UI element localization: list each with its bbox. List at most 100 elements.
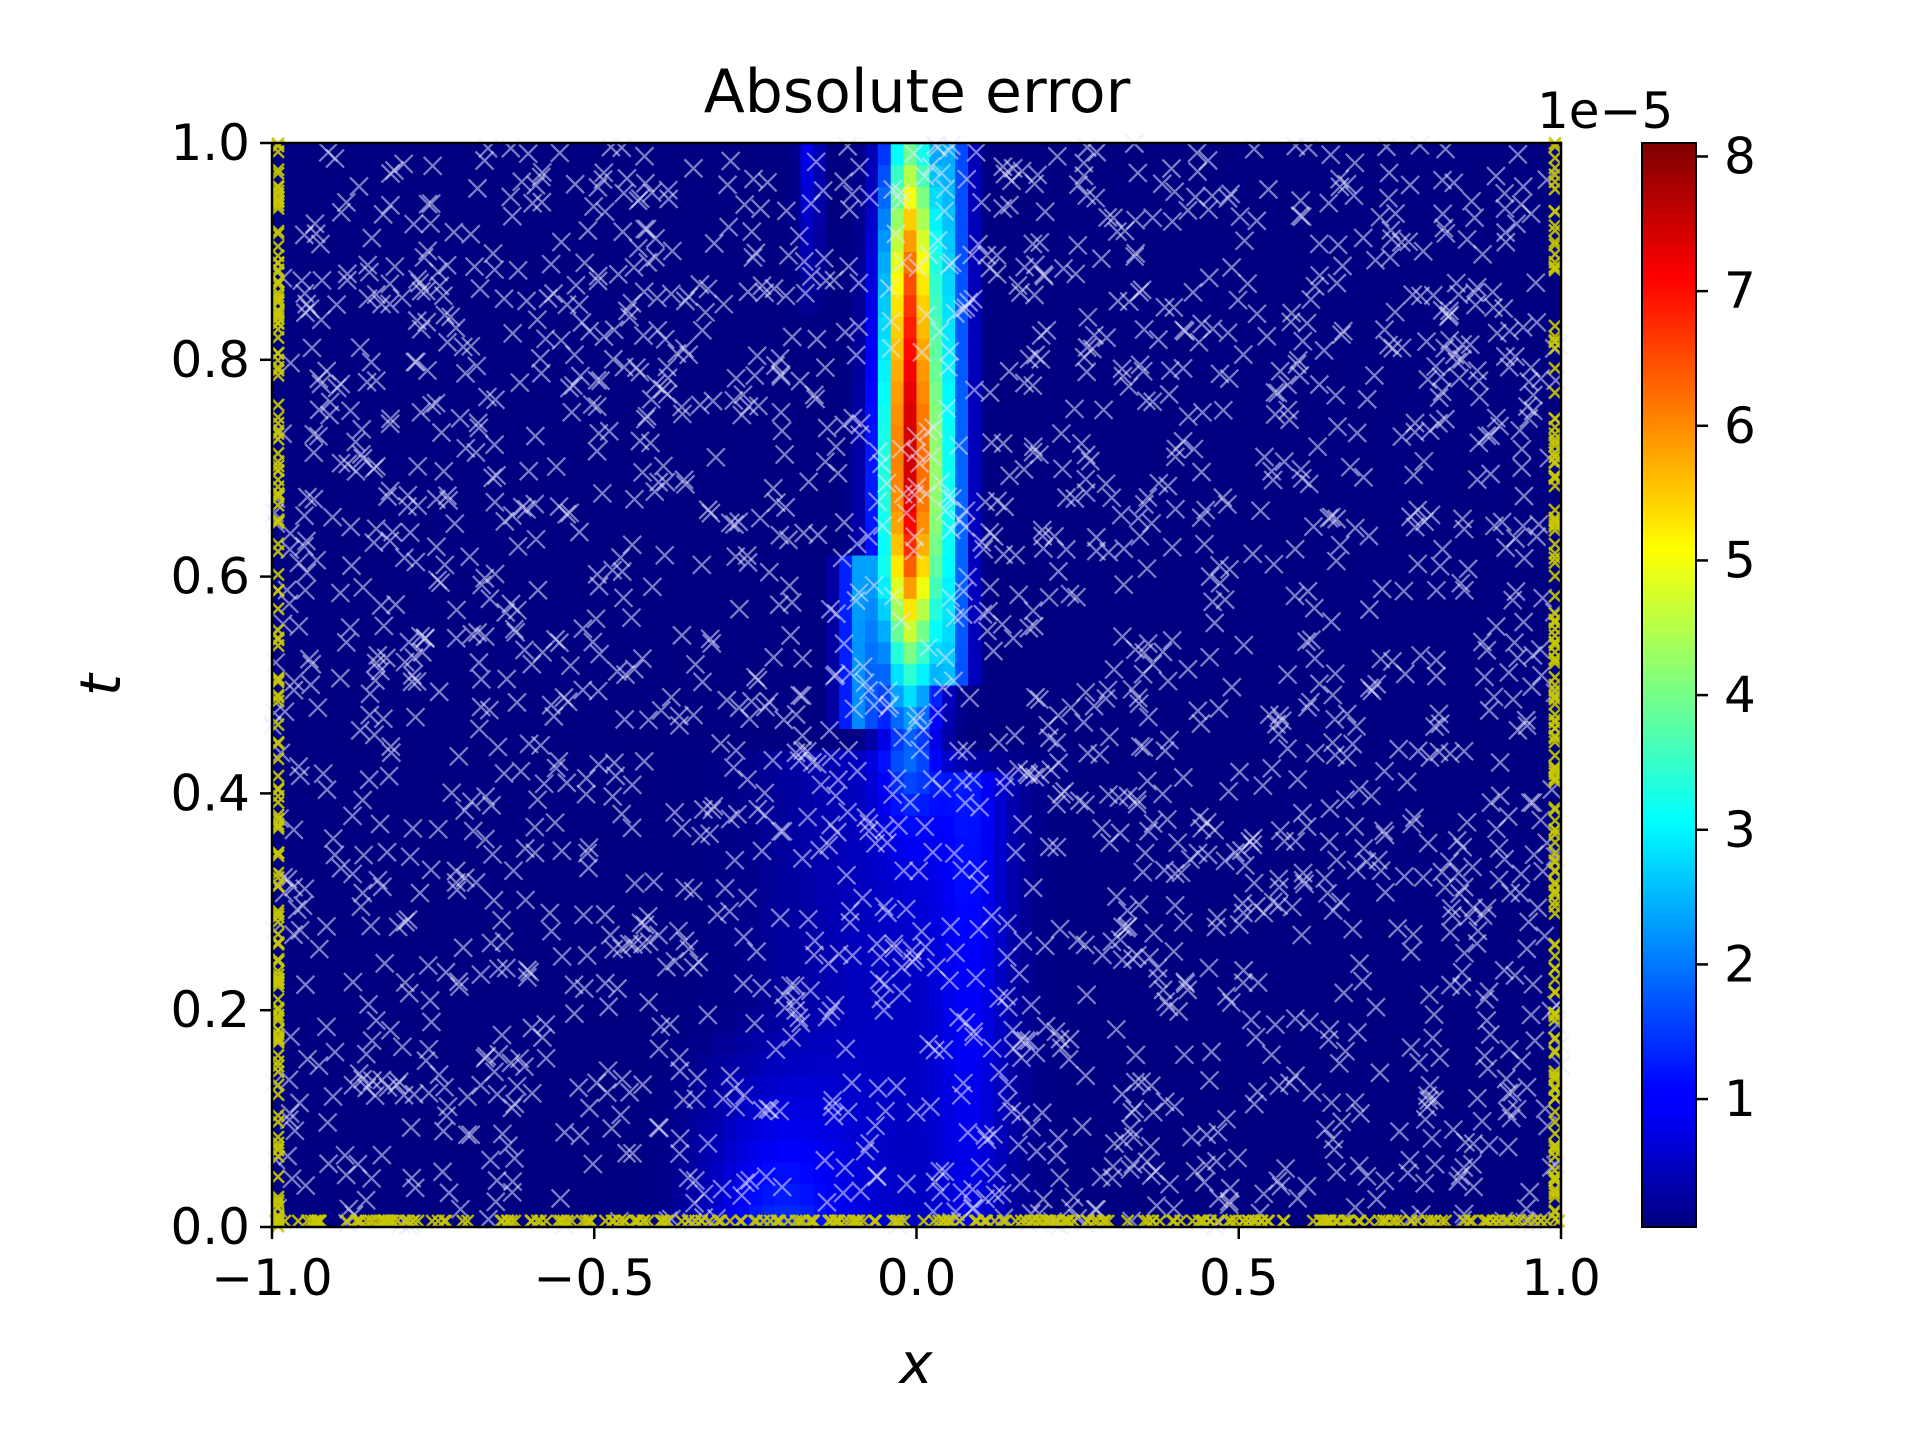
heatmap-cell [336, 403, 350, 426]
heatmap-cell [710, 966, 724, 990]
heatmap-cell [658, 164, 673, 187]
heatmap-cell [1432, 966, 1446, 990]
heatmap-cell [645, 641, 660, 664]
heatmap-cell [1135, 1031, 1150, 1055]
heatmap-cell [323, 1031, 338, 1055]
heatmap-cell [439, 1031, 454, 1055]
heatmap-cell [684, 1053, 698, 1076]
heatmap-cell [1071, 1140, 1085, 1163]
heatmap-cell [929, 901, 943, 925]
heatmap-cell [903, 273, 918, 296]
heatmap-cell [1303, 1140, 1317, 1163]
heatmap-cell [1238, 858, 1253, 881]
heatmap-cell [1212, 208, 1227, 231]
heatmap-cell [465, 923, 479, 946]
heatmap-cell [1200, 1140, 1214, 1163]
heatmap-cell [1316, 966, 1330, 990]
heatmap-cell [839, 641, 853, 664]
heatmap-cell [1071, 836, 1085, 860]
heatmap-cell [1535, 880, 1549, 903]
heatmap-cell [774, 771, 789, 794]
heatmap-cell [1470, 143, 1485, 166]
heatmap-cell [452, 685, 466, 708]
heatmap-cell [542, 554, 557, 578]
heatmap-cell [388, 793, 402, 816]
heatmap-cell [1496, 598, 1511, 621]
heatmap-cell [671, 750, 686, 773]
heatmap-cell [516, 988, 531, 1011]
heatmap-cell [1148, 598, 1163, 621]
heatmap-cell [993, 966, 1008, 990]
heatmap-cell [413, 771, 428, 794]
heatmap-cell [968, 945, 982, 968]
heatmap-cell [710, 858, 724, 881]
heatmap-cell [826, 685, 840, 708]
heatmap-cell [1277, 338, 1291, 361]
heatmap-cell [697, 576, 711, 599]
heatmap-cell [852, 945, 866, 968]
heatmap-cell [955, 186, 969, 209]
heatmap-cell [1509, 793, 1523, 816]
heatmap-cell [1367, 815, 1382, 838]
heatmap-cell [542, 1161, 557, 1185]
heatmap-cell [890, 554, 905, 578]
heatmap-cell [1225, 251, 1240, 274]
heatmap-cell [1006, 208, 1021, 231]
heatmap-cell [1535, 1140, 1549, 1163]
heatmap-cell [516, 1140, 531, 1163]
heatmap-cell [1328, 359, 1343, 383]
heatmap-cell [671, 359, 686, 383]
heatmap-cell [310, 1096, 325, 1120]
heatmap-cell [1045, 229, 1059, 252]
heatmap-cell [1084, 1096, 1098, 1120]
heatmap-cell [413, 728, 428, 751]
heatmap-cell [761, 901, 776, 925]
heatmap-cell [736, 1140, 750, 1163]
heatmap-cell [1225, 446, 1240, 469]
heatmap-cell [439, 208, 454, 231]
heatmap-cell [1264, 1140, 1279, 1163]
heatmap-cell [1161, 1118, 1175, 1141]
heatmap-cell [284, 251, 299, 274]
heatmap-cell [1419, 186, 1433, 209]
heatmap-cell [1225, 1096, 1240, 1120]
heatmap-cell [413, 164, 428, 187]
heatmap-cell [632, 706, 647, 729]
heatmap-cell [1393, 750, 1407, 773]
heatmap-cell [1522, 143, 1536, 166]
heatmap-cell [1238, 1053, 1253, 1076]
heatmap-cell [645, 966, 660, 990]
heatmap-cell [1522, 424, 1536, 448]
heatmap-cell [1084, 1118, 1098, 1141]
heatmap-cell [1444, 619, 1459, 643]
heatmap-cell [297, 1010, 312, 1033]
heatmap-cell [1290, 966, 1304, 990]
heatmap-cell [1277, 164, 1291, 187]
heatmap-cell [594, 598, 608, 621]
heatmap-cell [980, 316, 995, 339]
heatmap-cell [839, 1140, 853, 1163]
heatmap-cell [852, 208, 866, 231]
heatmap-cell [684, 251, 698, 274]
heatmap-cell [1238, 359, 1253, 383]
heatmap-cell [1071, 988, 1085, 1011]
heatmap-cell [1161, 1010, 1175, 1033]
heatmap-cell [1303, 403, 1317, 426]
heatmap-cell [284, 1053, 299, 1076]
heatmap-cell [1535, 403, 1549, 426]
heatmap-cell [413, 598, 428, 621]
heatmap-cell [1096, 1140, 1111, 1163]
heatmap-cell [993, 338, 1008, 361]
heatmap-cell [555, 880, 570, 903]
heatmap-cell [413, 446, 428, 469]
heatmap-cell [955, 251, 969, 274]
heatmap-cell [800, 294, 814, 318]
heatmap-cell [929, 598, 943, 621]
heatmap-cell [1084, 641, 1098, 664]
heatmap-cell [439, 988, 454, 1011]
heatmap-cell [284, 1010, 299, 1033]
heatmap-cell [388, 1053, 402, 1076]
heatmap-cell [349, 489, 363, 513]
heatmap-cell [748, 988, 763, 1011]
heatmap-cell [1354, 923, 1369, 946]
